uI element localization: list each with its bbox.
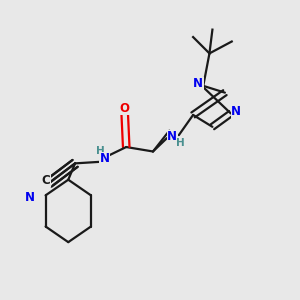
Text: C: C bbox=[42, 174, 50, 187]
Text: N: N bbox=[193, 77, 203, 90]
Text: N: N bbox=[25, 191, 35, 204]
Text: H: H bbox=[96, 146, 105, 156]
Text: O: O bbox=[120, 102, 130, 115]
Text: N: N bbox=[231, 106, 241, 118]
Text: H: H bbox=[176, 138, 185, 148]
Text: N: N bbox=[167, 130, 177, 143]
Text: N: N bbox=[100, 152, 110, 165]
